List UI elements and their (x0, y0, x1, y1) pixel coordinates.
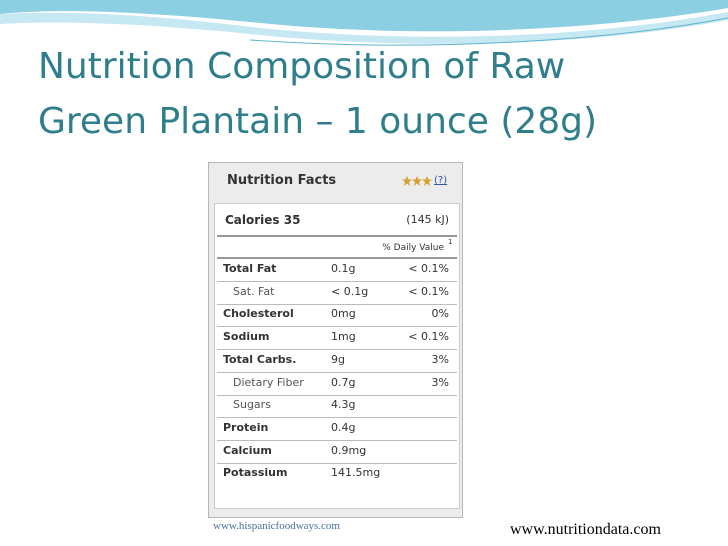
nutrient-name: Calcium (223, 443, 272, 457)
nutrient-name: Total Carbs. (223, 352, 297, 366)
nutrient-name: Cholesterol (223, 307, 294, 321)
rule (217, 303, 457, 305)
rule (217, 462, 457, 464)
nutrient-name: Potassium (223, 466, 288, 480)
nutrient-amount: 4.3g (331, 398, 356, 412)
rating-stars (402, 176, 432, 186)
rule (217, 417, 457, 419)
title-line: Nutrition Composition of Raw (38, 46, 566, 87)
rule (217, 371, 457, 373)
rule (217, 235, 457, 237)
header-decoration (0, 0, 728, 46)
nutrient-amount: 0.7g (331, 375, 356, 389)
nutrient-name: Sat. Fat (233, 284, 275, 298)
nutrient-dv: < 0.1% (408, 330, 449, 344)
rule (217, 439, 457, 441)
nutrient-name: Total Fat (223, 262, 277, 275)
rule (217, 326, 457, 328)
nutrient-amount: 141.5mg (331, 466, 381, 480)
rule (217, 394, 457, 396)
footer-source: www.hispanicfoodways.com (213, 520, 340, 532)
nutrient-name: Protein (223, 420, 269, 434)
nutrient-amount: 0.4g (331, 420, 356, 434)
daily-value-label: % Daily Value (382, 243, 444, 253)
title-line: Green Plantain – 1 ounce (28g) (38, 101, 598, 142)
nutrient-dv: 0% (431, 307, 449, 321)
nutrient-dv: < 0.1% (408, 262, 449, 275)
footnote-mark: 1 (448, 238, 453, 246)
nutrient-dv: 3% (431, 375, 449, 389)
nutrient-amount: 1mg (331, 330, 356, 344)
nutrient-dv: 3% (431, 352, 449, 366)
nutrient-amount: 9g (331, 352, 345, 366)
nutrient-amount: 0.1g (331, 262, 356, 275)
footer-source: www.nutritiondata.com (510, 521, 661, 538)
rule (217, 257, 457, 259)
nutrient-amount: 0mg (331, 307, 356, 321)
nutrient-amount: 0.9mg (331, 443, 367, 457)
nutrient-dv: < 0.1% (408, 284, 449, 298)
help-link[interactable]: (?) (434, 175, 448, 186)
calories: Calories 35 (225, 213, 301, 227)
rule (217, 349, 457, 351)
nutrition-body (214, 203, 460, 509)
nutrient-name: Sugars (233, 398, 271, 412)
energy: (145 kJ) (406, 213, 449, 226)
nutrient-name: Sodium (223, 330, 270, 344)
nutrient-name: Dietary Fiber (233, 375, 304, 389)
rule (217, 281, 457, 282)
nutrient-amount: < 0.1g (331, 284, 369, 298)
panel-heading: Nutrition Facts (227, 173, 337, 188)
